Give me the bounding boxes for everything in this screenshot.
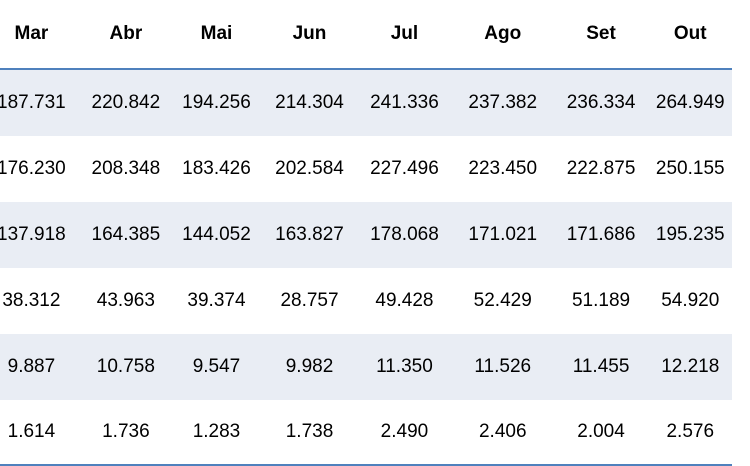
column-header-set: Set <box>553 0 649 70</box>
table-cell: 43.963 <box>96 290 155 311</box>
table-cell: 2.004 <box>553 400 649 466</box>
table-cell: 176.230 <box>0 158 66 179</box>
table-cell: 208.348 <box>91 158 161 179</box>
data-table: Mar Abr Mai Jun Jul Ago Set Out 187.731 220.842 1… <box>0 0 732 466</box>
table-cell: 163.827 <box>262 202 357 268</box>
table-cell: 11.350 <box>356 334 452 400</box>
table-cell: 1.738 <box>262 400 357 466</box>
column-header-abr: Abr <box>80 0 171 70</box>
table-cell: 236.334 <box>553 69 649 136</box>
table-cell: 28.757 <box>280 290 339 311</box>
table-cell: 171.686 <box>553 202 649 268</box>
column-header-mar: Mar <box>0 0 81 70</box>
table-cell: 2.576 <box>648 400 732 466</box>
table-cell: 187.731 <box>0 69 81 136</box>
table-cell: 264.949 <box>648 69 732 136</box>
table-cell: 137.918 <box>0 202 81 268</box>
table-cell: 144.052 <box>170 202 263 268</box>
table-cell: 2.406 <box>451 400 554 466</box>
table-cell: 222.875 <box>566 158 636 179</box>
column-header-mai: Mai <box>170 0 263 70</box>
table-row: 38.312 43.963 39.374 28.757 49.428 52.429 51.1… <box>0 268 732 334</box>
table-cell: 11.526 <box>451 334 554 400</box>
table-cell: 202.584 <box>275 158 344 179</box>
table-row: 187.731 220.842 194.256 214.304 241.336 237.3… <box>0 69 732 136</box>
table-cell: 237.382 <box>451 69 554 136</box>
table-cell: 227.496 <box>370 158 439 179</box>
table-cell: 2.490 <box>356 400 452 466</box>
table-cell: 214.304 <box>262 69 357 136</box>
column-header-jun: Jun <box>262 0 357 70</box>
table-row: 176.230 208.348 183.426 202.584 227.496 223.4… <box>0 136 732 202</box>
table-cell: 12.218 <box>648 334 732 400</box>
table-cell: 51.189 <box>571 290 631 311</box>
table-row: 9.887 10.758 9.547 9.982 11.350 11.526 11.455 1… <box>0 334 732 400</box>
table-cell: 220.842 <box>80 69 171 136</box>
table-cell: 54.920 <box>661 290 720 311</box>
table-cell: 195.235 <box>648 202 732 268</box>
table-cell: 250.155 <box>655 158 725 179</box>
column-header-ago: Ago <box>451 0 554 70</box>
table-cell: 1.614 <box>0 400 81 466</box>
table-cell: 1.736 <box>80 400 171 466</box>
table-cell: 11.455 <box>553 334 649 400</box>
table-cell: 1.283 <box>170 400 263 466</box>
table-cell: 52.429 <box>473 290 532 311</box>
table-cell: 9.887 <box>0 334 81 400</box>
table-cell: 178.068 <box>356 202 452 268</box>
table-cell: 171.021 <box>451 202 554 268</box>
table-cell: 194.256 <box>170 69 263 136</box>
column-header-out: Out <box>648 0 732 70</box>
table-cell: 183.426 <box>182 158 251 179</box>
table-cell: 39.374 <box>187 290 246 311</box>
table-row: 1.614 1.736 1.283 1.738 2.490 2.406 2.004 2.576 <box>0 400 732 466</box>
table-cell: 9.982 <box>262 334 357 400</box>
column-header-jul: Jul <box>356 0 452 70</box>
table-cell: 164.385 <box>80 202 171 268</box>
table-cell: 9.547 <box>170 334 263 400</box>
table-cell: 49.428 <box>375 290 434 311</box>
table-cell: 38.312 <box>2 290 61 311</box>
table-row: 137.918 164.385 144.052 163.827 178.068 171.0… <box>0 202 732 268</box>
table-cell: 223.450 <box>468 158 538 179</box>
table-cell: 241.336 <box>356 69 452 136</box>
table-cell: 10.758 <box>80 334 171 400</box>
header-row: Mar Abr Mai Jun Jul Ago Set Out <box>0 0 732 70</box>
